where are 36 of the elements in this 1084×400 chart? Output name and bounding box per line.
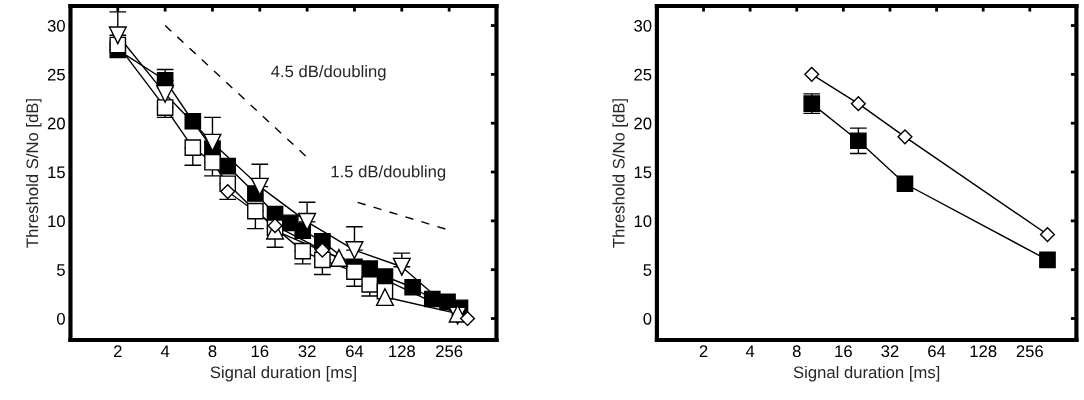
y-tick-label: 25 — [47, 68, 65, 81]
y-tick-label: 5 — [57, 264, 65, 276]
y-tick-label: 15 — [634, 166, 652, 179]
x-tick-label: 2 — [114, 345, 122, 357]
x-tick-label: 16 — [835, 345, 852, 358]
x-tick-label: 8 — [792, 345, 801, 358]
x-tick-label: 8 — [208, 345, 217, 358]
annotation: 4.5 dB/doubling — [271, 65, 386, 81]
y-axis-title: Threshold S/No [dB] — [25, 99, 42, 248]
y-tick-label: 10 — [48, 215, 65, 228]
y-tick-label: 10 — [634, 215, 652, 228]
y-tick-label: 15 — [48, 166, 65, 179]
x-tick-label: 32 — [298, 345, 316, 358]
y-tick-label: 30 — [634, 19, 652, 32]
x-tick-label: 64 — [928, 345, 946, 358]
y-tick-label: 25 — [634, 68, 652, 81]
y-tick-label: 30 — [47, 19, 65, 32]
y-axis-title: Threshold S/No [dB] — [612, 99, 628, 248]
y-tick-label: 0 — [56, 312, 65, 325]
x-tick-label: 64 — [346, 345, 364, 358]
x-tick-label: 16 — [251, 345, 269, 358]
x-tick-label: 128 — [970, 345, 997, 358]
y-tick-label: 20 — [47, 117, 65, 130]
y-tick-label: 5 — [643, 264, 652, 276]
x-tick-label: 32 — [881, 345, 899, 358]
x-axis-title: Signal duration [ms] — [793, 365, 940, 382]
x-tick-label: 256 — [436, 345, 463, 358]
y-tick-label: 0 — [643, 312, 652, 325]
annotation: 1.5 dB/doubling — [331, 165, 446, 181]
x-axis-title: Signal duration [ms] — [210, 365, 356, 382]
x-tick-label: 2 — [699, 345, 708, 357]
x-tick-label: 128 — [389, 345, 415, 358]
x-tick-label: 4 — [745, 345, 755, 357]
x-tick-label: 4 — [160, 345, 170, 357]
x-tick-label: 256 — [1016, 345, 1043, 358]
y-tick-label: 20 — [634, 117, 652, 130]
